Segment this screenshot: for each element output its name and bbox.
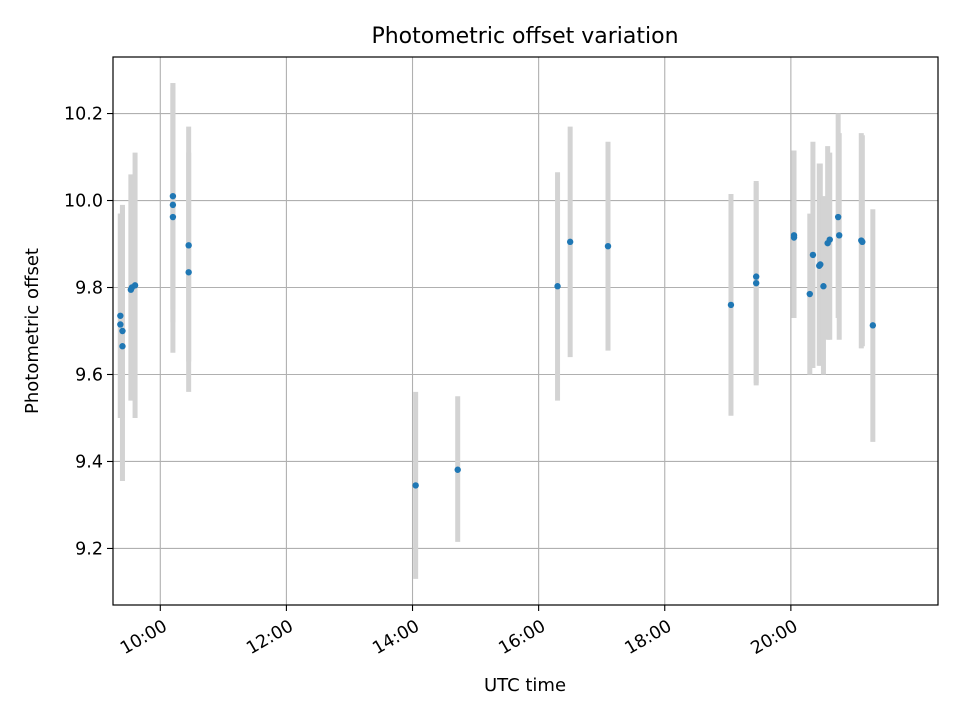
- data-point: [169, 192, 177, 200]
- data-point: [412, 482, 419, 489]
- data-point: [119, 343, 126, 350]
- data-point: [169, 201, 177, 209]
- data-point: [119, 327, 126, 335]
- data-point: [859, 238, 866, 246]
- data-point: [752, 273, 760, 280]
- data-point: [185, 269, 192, 276]
- data-point: [790, 234, 798, 241]
- data-point: [826, 236, 833, 243]
- data-point: [727, 301, 735, 309]
- data-point: [169, 213, 177, 221]
- data-point: [869, 322, 877, 329]
- y-tick-label: 9.6: [75, 365, 103, 385]
- data-point: [566, 238, 574, 246]
- data-point: [117, 321, 124, 328]
- y-axis-label: Photometric offset: [22, 248, 43, 414]
- data-point: [554, 283, 561, 290]
- y-tick-label: 10.0: [64, 192, 103, 212]
- data-point: [834, 213, 842, 221]
- grid-lines: [113, 57, 938, 605]
- y-tick-label: 9.8: [75, 279, 103, 299]
- plot-area-frame: [112, 56, 939, 606]
- data-point: [820, 283, 827, 290]
- data-point: [131, 282, 139, 289]
- data-point: [454, 466, 461, 473]
- data-point: [752, 279, 760, 287]
- data-point: [117, 312, 124, 319]
- y-tick-label: 9.2: [75, 539, 103, 559]
- x-axis-label: UTC time: [484, 675, 566, 696]
- y-tick-label: 9.4: [75, 452, 103, 472]
- data-points: [117, 192, 877, 489]
- chart-title: Photometric offset variation: [371, 24, 678, 49]
- data-point: [806, 290, 813, 298]
- y-tick-label: 10.2: [64, 105, 103, 125]
- data-point: [185, 242, 192, 249]
- y-axis-ticks: 9.2 9.4 9.6 9.8 10.0 10.2: [64, 105, 113, 559]
- data-point: [604, 242, 612, 250]
- data-point: [836, 232, 843, 239]
- data-point: [809, 251, 817, 259]
- data-point: [817, 261, 824, 268]
